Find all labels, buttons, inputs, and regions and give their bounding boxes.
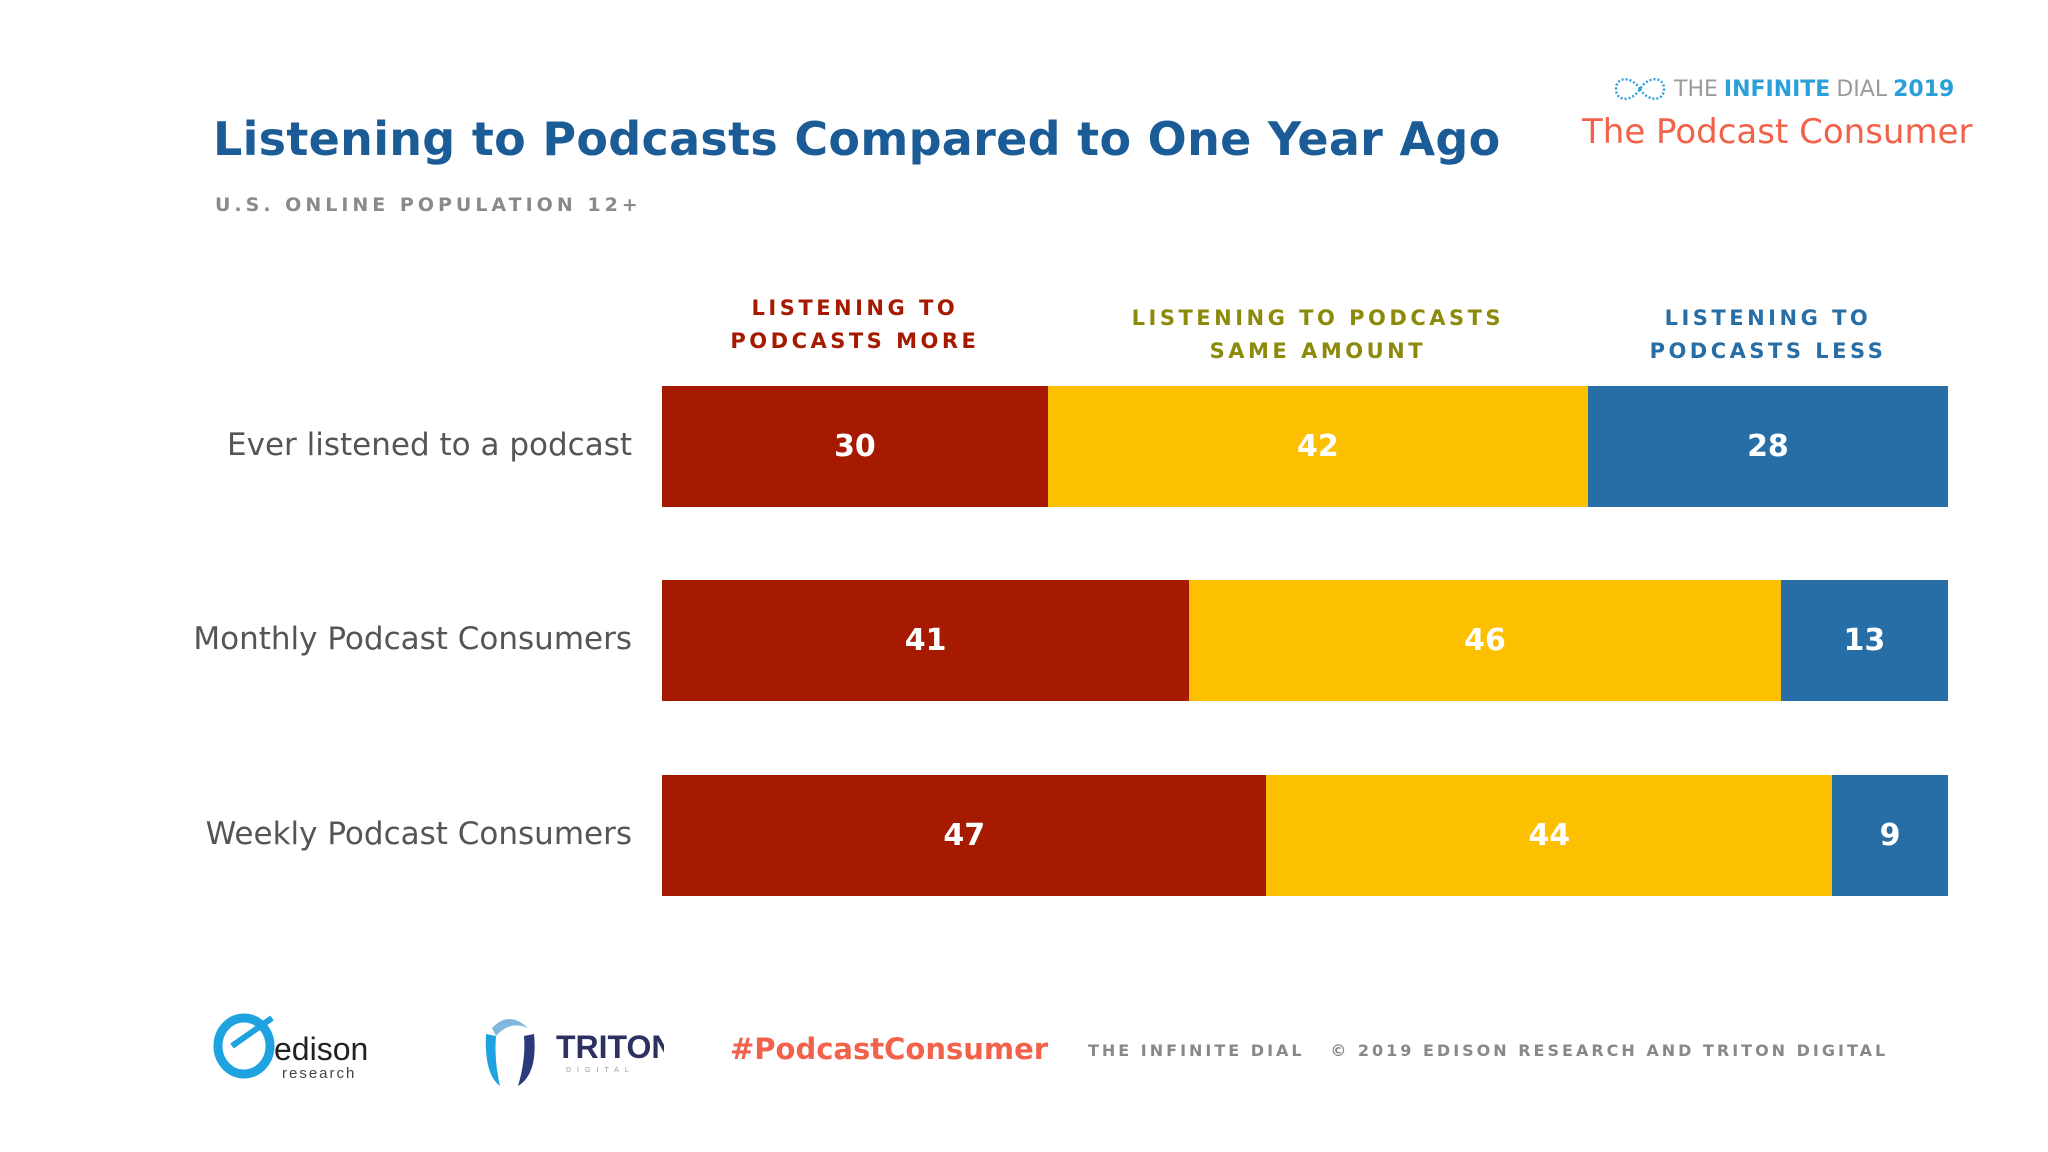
data-label: 42 (1296, 429, 1339, 464)
chart-title: Listening to Podcasts Compared to One Ye… (213, 112, 1501, 166)
data-label: 9 (1879, 818, 1901, 853)
infinity-logo-icon (1614, 78, 1666, 100)
svg-text:DIGITAL: DIGITAL (566, 1067, 635, 1074)
svg-text:edison: edison (274, 1031, 368, 1067)
bar-segment: 46 (1189, 580, 1781, 701)
brand-infinite: INFINITE (1723, 76, 1831, 102)
category-label: Monthly Podcast Consumers (193, 620, 632, 657)
legend-header: LISTENING TO PODCASTS LESS (1649, 306, 1887, 363)
brand-year: 2019 (1893, 76, 1955, 102)
bar-segment: 44 (1266, 775, 1833, 896)
brand-the: THE (1674, 76, 1718, 102)
brand-dial: DIAL (1836, 76, 1888, 102)
svg-text:research: research (282, 1065, 356, 1082)
infinite-dial-brand: THE INFINITE DIAL 2019 (1612, 74, 1954, 104)
bar-segment: 28 (1587, 386, 1948, 507)
bar-segment: 30 (662, 386, 1048, 507)
legend-header: LISTENING TO PODCASTS MORE (730, 296, 980, 353)
svg-text:TRITON: TRITON (556, 1029, 664, 1065)
hashtag: #PodcastConsumer (730, 1032, 1049, 1066)
triton-digital-logo: TRITON DIGITAL (474, 1014, 675, 1094)
category-label: Weekly Podcast Consumers (205, 815, 632, 852)
data-label: 28 (1747, 429, 1789, 464)
bar-segment: 42 (1047, 386, 1588, 507)
legend-header: LISTENING TO PODCASTS SAME AMOUNT (1131, 306, 1505, 363)
bar-segment: 13 (1780, 580, 1948, 701)
data-label: 13 (1843, 623, 1886, 658)
chart-subtitle: U.S. ONLINE POPULATION 12+ (215, 194, 642, 216)
brand-subtitle: The Podcast Consumer (1582, 112, 1973, 152)
bar-segment: 41 (662, 580, 1190, 701)
edison-research-logo: edison research (212, 1010, 392, 1094)
bar-segment: 47 (662, 775, 1267, 896)
category-label: Ever listened to a podcast (227, 426, 632, 463)
data-label: 44 (1528, 818, 1571, 853)
data-label: 41 (904, 623, 947, 658)
data-label: 30 (834, 429, 876, 464)
copyright: THE INFINITE DIAL © 2019 EDISON RESEARCH… (1088, 1041, 1889, 1060)
bar-segment: 9 (1832, 775, 1948, 896)
data-label: 47 (943, 818, 986, 853)
data-label: 46 (1464, 623, 1506, 658)
